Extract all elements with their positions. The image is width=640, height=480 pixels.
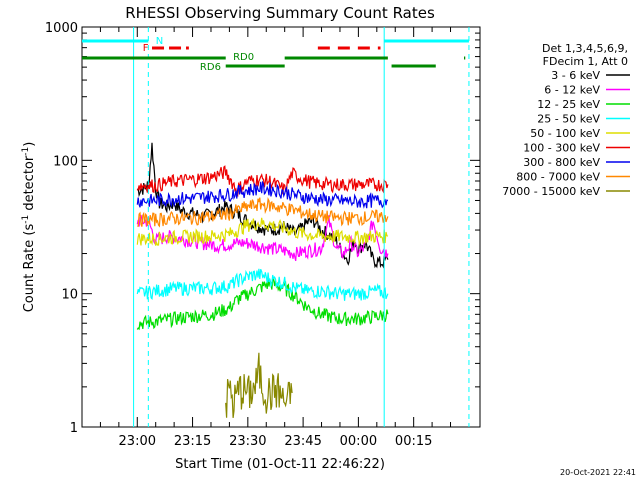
legend: Det 1,3,4,5,6,9,FDecim 1, Att 03 - 6 keV… — [502, 42, 630, 198]
legend-header: FDecim 1, Att 0 — [543, 55, 628, 68]
legend-entry-label: 100 - 300 keV — [523, 142, 600, 155]
plot-frame — [81, 26, 481, 428]
legend-entry-label: 50 - 100 keV — [530, 127, 600, 140]
y-tick-label: 1000 — [45, 21, 78, 36]
series-line — [136, 268, 389, 301]
x-tick-label: 00:00 — [340, 434, 377, 449]
series-line — [136, 180, 389, 209]
legend-entry-label: 6 - 12 keV — [544, 84, 600, 97]
legend-header: Det 1,3,4,5,6,9, — [542, 42, 628, 55]
series-line — [136, 214, 389, 262]
x-tick-label: 23:30 — [229, 434, 266, 449]
series-line — [137, 197, 389, 228]
series-group — [136, 142, 389, 418]
x-axis-ticks: 23:00 23:15 23:30 23:45 00:00 00:15 — [99, 27, 452, 449]
x-tick-label: 23:00 — [119, 434, 156, 449]
y-tick-label: 1 — [70, 421, 78, 436]
legend-entry-label: 12 - 25 keV — [537, 98, 600, 111]
rd6-label: RD6 — [200, 62, 221, 73]
series-line — [136, 165, 389, 198]
state-bars: NF RD0 RD6 — [82, 27, 470, 427]
y-axis-label: Count Rate (s-1 detector-1) — [21, 142, 37, 313]
legend-entry-label: 7000 - 15000 keV — [502, 185, 600, 198]
flare-label: F — [143, 43, 149, 54]
series-line — [136, 217, 389, 247]
x-tick-label: 23:15 — [174, 434, 211, 449]
legend-entry-label: 300 - 800 keV — [523, 156, 600, 169]
series-line — [136, 276, 389, 331]
series-line — [136, 142, 389, 269]
y-tick-label: 10 — [61, 288, 78, 303]
x-tick-label: 00:15 — [395, 434, 432, 449]
y-tick-label: 100 — [53, 154, 78, 169]
rd0-label: RD0 — [233, 52, 254, 63]
legend-entry-label: 3 - 6 keV — [551, 69, 600, 82]
night-label: N — [156, 36, 163, 47]
legend-entry-label: 25 - 50 keV — [537, 113, 600, 126]
x-axis-label: Start Time (01-Oct-11 22:46:22) — [175, 457, 385, 472]
chart-title: RHESSI Observing Summary Count Rates — [125, 4, 435, 22]
x-tick-label: 23:45 — [284, 434, 321, 449]
legend-entry-label: 800 - 7000 keV — [516, 171, 600, 184]
footer-timestamp: 20-Oct-2021 22:41 — [560, 468, 636, 477]
y-axis-ticks: 1 10 100 1000 — [45, 21, 480, 436]
series-line — [225, 352, 293, 418]
